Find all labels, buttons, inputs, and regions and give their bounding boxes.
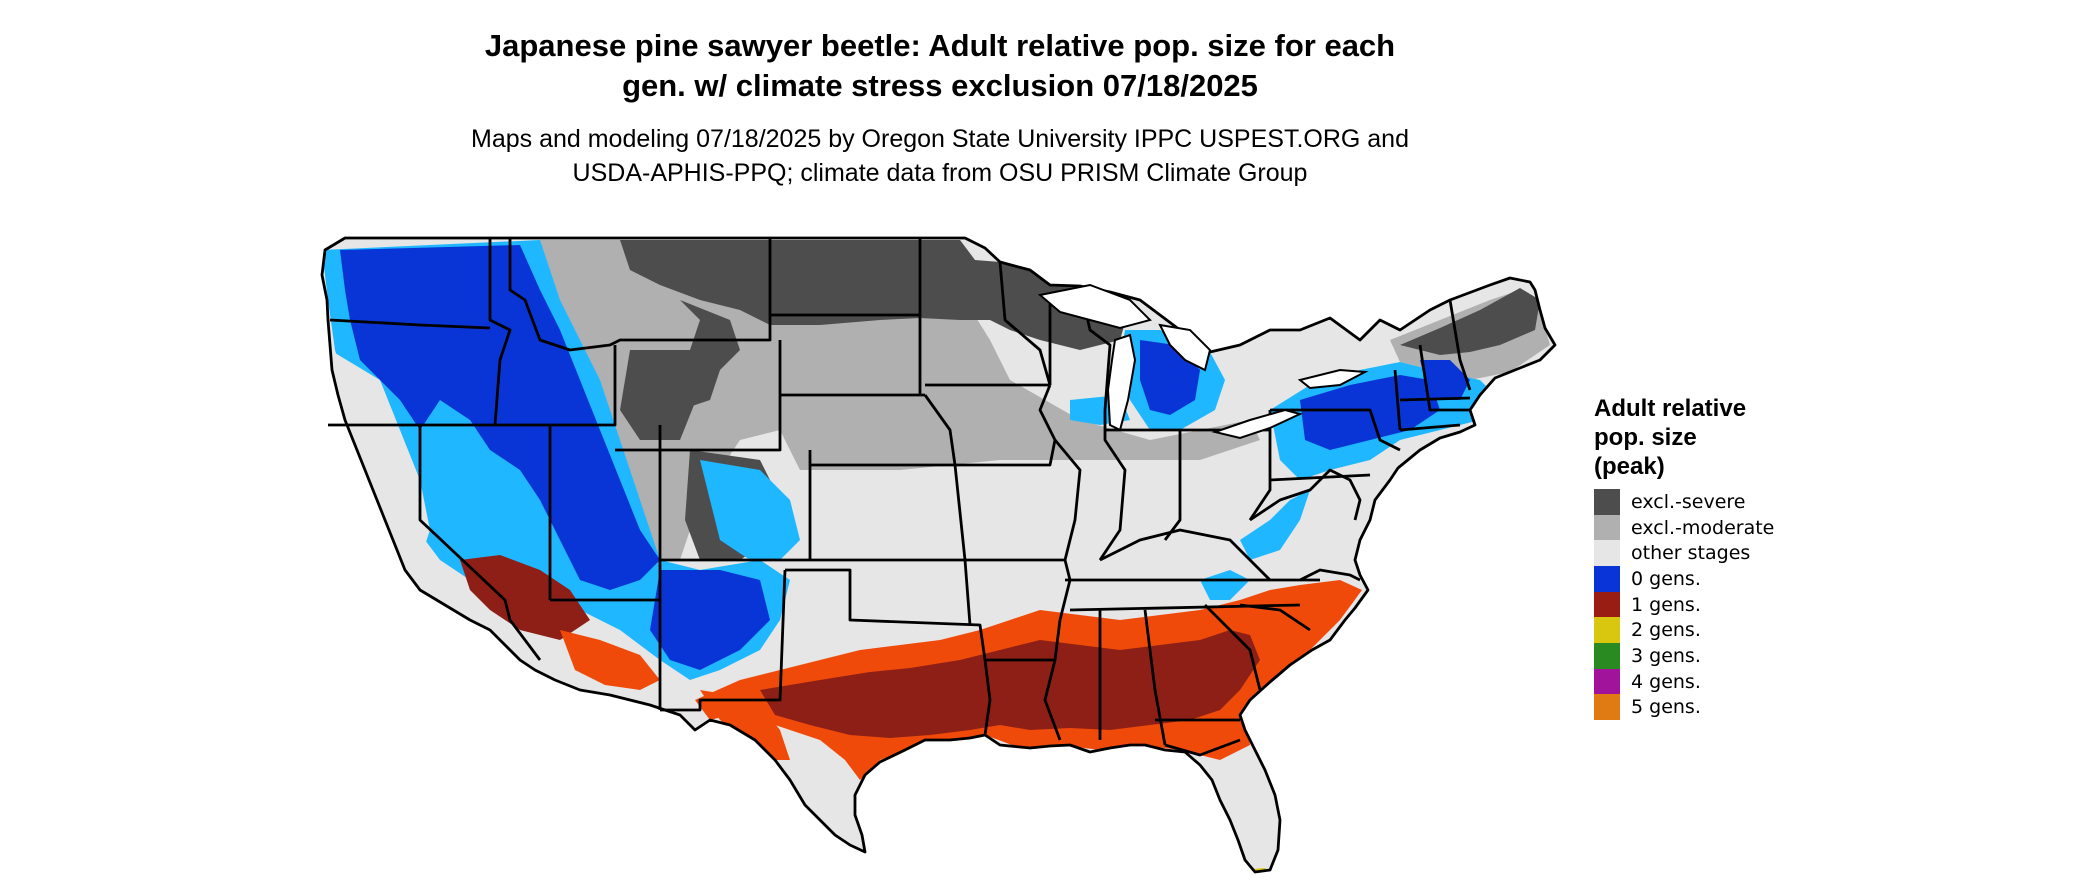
border-mo-il [1053, 439, 1082, 561]
map-title-line-2: gen. w/ climate stress exclusion 07/18/2… [622, 68, 1258, 103]
legend-swatch [1594, 540, 1620, 567]
legend-title: Adult relative pop. size (peak) [1594, 394, 1854, 481]
lake-michigan [1106, 333, 1137, 432]
border-ca-nv [418, 425, 542, 661]
border-tn-south [1069, 603, 1301, 612]
border-montana [508, 238, 772, 352]
legend-label: 3 gens. [1631, 644, 1701, 667]
legend-label: 4 gens. [1631, 670, 1701, 693]
border-wv-va [1249, 468, 1362, 522]
border-id-ut-wy [495, 345, 617, 427]
legend: Adult relative pop. size (peak) excl.-se… [1594, 394, 1854, 721]
region-gen0-dark-west [340, 245, 660, 590]
legend-swatch [1594, 488, 1620, 515]
legend-title-line-3: (peak) [1594, 453, 1665, 480]
us-outline [320, 236, 1557, 874]
border-ny-vt [1393, 369, 1402, 431]
legend-item: 5 gens. [1594, 694, 1854, 721]
legend-label: 1 gens. [1631, 593, 1701, 616]
legend-label: 0 gens. [1631, 567, 1701, 590]
border-nebraska [810, 394, 957, 467]
region-gen1-light-texas-west [700, 690, 790, 760]
legend-swatch [1594, 565, 1620, 592]
legend-swatch [1594, 668, 1620, 695]
lake-erie [1211, 408, 1303, 440]
region-gen1-dark-arizona [460, 555, 590, 640]
map-fill-layers [322, 240, 1550, 872]
region-other-california-valley [330, 350, 430, 560]
legend-item: other stages [1594, 540, 1854, 567]
region-gen0-dark-vermont [1420, 360, 1470, 400]
legend-label: other stages [1631, 542, 1751, 565]
border-idaho-west [488, 238, 512, 426]
legend-item: 1 gens. [1594, 591, 1854, 618]
legend-swatch [1594, 642, 1620, 669]
lake-superior [1037, 283, 1152, 330]
legend-item: 2 gens. [1594, 617, 1854, 644]
legend-swatch [1594, 591, 1620, 618]
map-subtitle: Maps and modeling 07/18/2025 by Oregon S… [0, 122, 1880, 190]
region-gen1-light-arizona-south [560, 630, 660, 690]
border-vt-nh [1418, 344, 1470, 412]
border-oh-pa [1248, 410, 1272, 521]
region-excl-severe-maine [1400, 288, 1540, 355]
border-tx-la [983, 659, 992, 736]
map-title: Japanese pine sawyer beetle: Adult relat… [0, 26, 1880, 106]
legend-label: excl.-severe [1631, 490, 1746, 513]
border-ga-sc [1204, 604, 1262, 691]
map-subtitle-line-2: USDA-APHIS-PPQ; climate data from OSU PR… [572, 159, 1308, 187]
legend-item: 4 gens. [1594, 668, 1854, 695]
map-title-line-1: Japanese pine sawyer beetle: Adult relat… [484, 28, 1396, 63]
legend-swatch [1594, 514, 1620, 541]
region-gen0-light-appalachia [1240, 490, 1310, 560]
legend-items: excl.-severe excl.-moderate other stages 0 … [1594, 488, 1854, 721]
border-kentucky-north [1099, 528, 1271, 581]
border-ma-south [1399, 423, 1461, 432]
legend-title-line-2: pop. size [1594, 424, 1697, 451]
legend-label: 2 gens. [1631, 619, 1701, 642]
legend-item: excl.-severe [1594, 488, 1854, 515]
border-texas-north [785, 568, 987, 661]
lake-huron [1158, 323, 1212, 372]
border-new-mexico [660, 569, 787, 712]
legend-title-line-1: Adult relative [1594, 395, 1747, 422]
region-gen1-dark-south [760, 630, 1260, 738]
lake-ontario [1297, 368, 1369, 390]
border-wyoming [615, 340, 782, 452]
border-mn-wi [998, 261, 1052, 386]
border-ny-pa [1270, 408, 1401, 452]
border-nh-me [1448, 299, 1472, 391]
border-ma-north [1399, 396, 1471, 402]
region-gen0-light-smokies [1200, 570, 1250, 600]
legend-item: 3 gens. [1594, 642, 1854, 669]
border-la-ms [1043, 659, 1062, 741]
region-excl-severe-north [620, 240, 1130, 350]
map-subtitle-line-1: Maps and modeling 07/18/2025 by Oregon S… [471, 125, 1409, 153]
border-va-nc [1299, 568, 1361, 582]
border-mo-ar [965, 558, 1072, 621]
border-fl-coast [1164, 738, 1241, 757]
legend-label: 5 gens. [1631, 696, 1701, 719]
region-gen0-light-colorado [700, 460, 800, 560]
great-lakes [1037, 283, 1369, 440]
legend-swatch [1594, 617, 1620, 644]
border-nc-sc [1239, 603, 1311, 632]
region-gen0-dark-newmexico [650, 570, 770, 670]
legend-item: excl.-moderate [1594, 514, 1854, 541]
legend-swatch [1594, 694, 1620, 721]
region-excl-severe-wyoming [620, 350, 700, 440]
border-al-ga [1143, 609, 1167, 746]
legend-label: excl.-moderate [1631, 516, 1775, 539]
state-borders [320, 236, 1557, 874]
us-map [320, 236, 1557, 874]
border-wa-or [329, 318, 491, 330]
border-pa-md [1269, 473, 1371, 482]
legend-item: 0 gens. [1594, 565, 1854, 592]
